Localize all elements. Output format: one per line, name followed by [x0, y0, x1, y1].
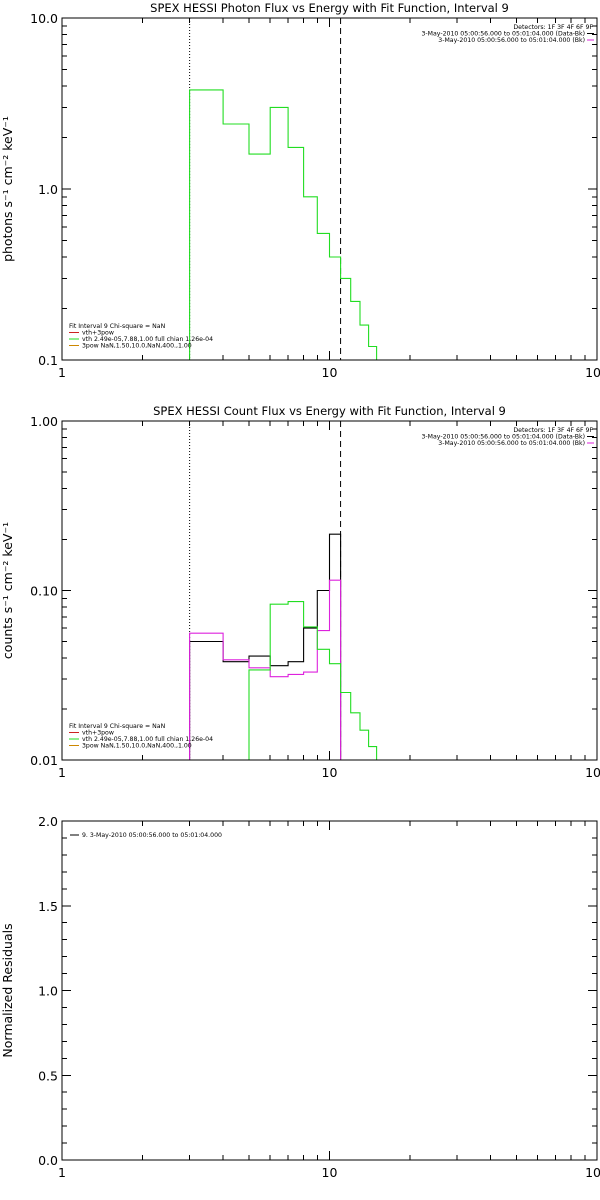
panel-3: Normalized Residuals 1 10 100 0.0 0.5 1.0 1.5 2.… — [0, 814, 600, 1180]
y-tick-label: 1.0 — [38, 984, 58, 999]
x-tick-label: 1 — [58, 1165, 66, 1180]
chart-title: SPEX HESSI Count Flux vs Energy with Fit… — [153, 404, 506, 418]
y-tick-label: 0.01 — [30, 753, 58, 768]
plot-frame — [61, 820, 598, 1161]
y-tick-label: 0.0 — [38, 1153, 58, 1168]
legend-entry: vth 2.49e-05,7.88,1.00 full chian 1.26e-… — [82, 736, 213, 743]
legend-entry: vth+3pow — [82, 730, 114, 737]
legend-top-right: Detectors: 1F 3F 4F 6F 9F3-May-2010 05:0… — [422, 24, 594, 44]
x-tick-label: 10 — [322, 1165, 338, 1180]
series-green-histogram — [222, 601, 385, 760]
legend-entry: Fit Interval 9 Chi-square = NaN — [69, 723, 166, 730]
y-tick-label: 0.10 — [30, 584, 58, 599]
y-tick-label: 1.5 — [38, 899, 58, 914]
panel-1: SPEX HESSI Photon Flux vs Energy with Fi… — [0, 1, 600, 380]
y-axis-label: Normalized Residuals — [0, 923, 15, 1057]
y-tick-label: 0.1 — [38, 353, 58, 368]
x-tick-label: 100 — [585, 1165, 600, 1180]
series-black-histogram — [189, 533, 342, 760]
x-tick-label: 1 — [58, 765, 66, 780]
x-tick-label: 100 — [585, 765, 600, 780]
x-tick-label: 10 — [322, 765, 338, 780]
legend-entry: 3-May-2010 05:00:56.000 to 05:01:04.000 … — [438, 440, 585, 447]
axis-ticks — [61, 820, 597, 1161]
legend-entry: 3-May-2010 05:00:56.000 to 05:01:04.000 … — [422, 31, 586, 38]
legend-top-right: Detectors: 1F 3F 4F 6F 9F3-May-2010 05:0… — [422, 427, 594, 447]
y-tick-label: 10.0 — [30, 11, 58, 26]
y-tick-label: 1.00 — [30, 414, 58, 429]
panel-2: SPEX HESSI Count Flux vs Energy with Fit… — [0, 404, 600, 780]
legend-entry: vth 2.49e-05,7.88,1.00 full chian 1.26e-… — [82, 336, 213, 343]
x-tick-label: 100 — [585, 365, 600, 380]
y-tick-label: 2.0 — [38, 814, 58, 829]
y-axis-label: counts s⁻¹ cm⁻² keV⁻¹ — [0, 522, 15, 659]
plot-frame — [61, 420, 598, 761]
series-magenta-histogram — [189, 579, 342, 760]
legend-bottom-left: Fit Interval 9 Chi-square = NaNvth+3powv… — [69, 723, 213, 750]
legend-entry: 3pow NaN,1.50,10.0,NaN,400.,1.00 — [82, 343, 192, 350]
series-green-histogram — [189, 89, 378, 360]
axis-ticks — [61, 17, 597, 361]
legend-entry: 3-May-2010 05:00:56.000 to 05:01:04.000 … — [422, 434, 586, 441]
legend-entry: Detectors: 1F 3F 4F 6F 9F — [513, 427, 593, 434]
legend-entry: Fit Interval 9 Chi-square = NaN — [69, 323, 166, 330]
legend-entry: Detectors: 1F 3F 4F 6F 9F — [513, 24, 593, 31]
y-tick-label: 1.0 — [38, 182, 58, 197]
x-tick-label: 1 — [58, 365, 66, 380]
legend-entry: vth+3pow — [82, 330, 114, 337]
legend-top-left: 9. 3-May-2010 05:00:56.000 to 05:01:04.0… — [70, 832, 222, 839]
legend-entry: 3-May-2010 05:00:56.000 to 05:01:04.000 … — [438, 37, 585, 44]
y-tick-label: 0.5 — [38, 1068, 58, 1083]
legend-bottom-left: Fit Interval 9 Chi-square = NaNvth+3powv… — [69, 323, 213, 350]
legend-entry: 3pow NaN,1.50,10.0,NaN,400.,1.00 — [82, 743, 192, 750]
y-axis-label: photons s⁻¹ cm⁻² keV⁻¹ — [0, 116, 15, 262]
chart-title: SPEX HESSI Photon Flux vs Energy with Fi… — [150, 1, 509, 15]
x-tick-label: 10 — [322, 365, 338, 380]
plot-frame — [61, 17, 598, 361]
legend-entry: 9. 3-May-2010 05:00:56.000 to 05:01:04.0… — [82, 832, 222, 839]
